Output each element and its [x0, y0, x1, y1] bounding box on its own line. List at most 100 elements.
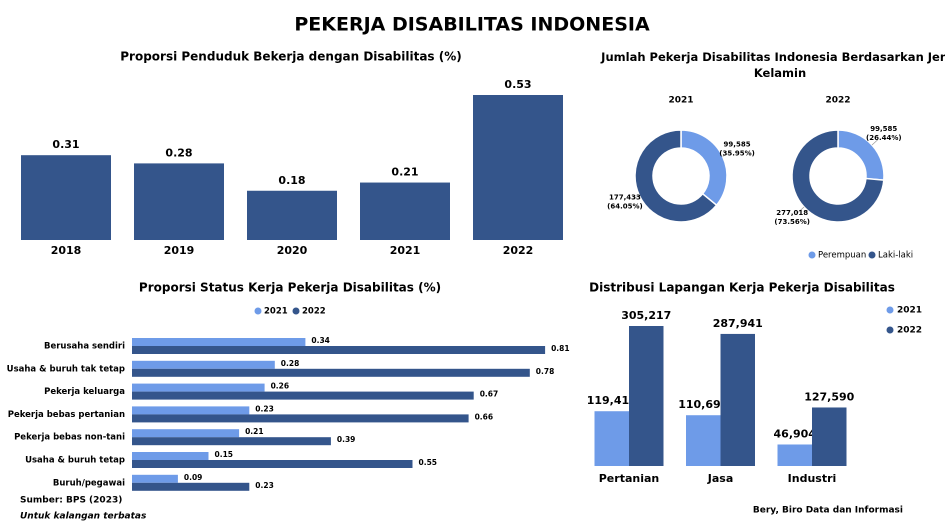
- x-tick-label: Pertanian: [599, 472, 659, 485]
- value-label: 0.18: [278, 174, 305, 187]
- value-label: 305,217: [621, 309, 671, 322]
- y-tick-label: Pekerja keluarga: [44, 387, 125, 397]
- chart-title: Distribusi Lapangan Kerja Pekerja Disabi…: [589, 281, 895, 295]
- value-label: 287,941: [713, 317, 763, 330]
- value-label: 46,904: [774, 427, 817, 440]
- bar: [134, 163, 224, 240]
- legend-swatch: [886, 326, 894, 334]
- legend-swatch: [292, 307, 300, 315]
- legend-label: Perempuan: [818, 251, 866, 261]
- value-label: 0.26: [271, 382, 290, 391]
- value-label: 0.28: [281, 359, 300, 368]
- value-label: 0.15: [215, 450, 234, 459]
- legend-swatch: [886, 306, 894, 314]
- bar: [720, 333, 755, 466]
- x-tick-label: 2022: [503, 244, 534, 257]
- legend-swatch: [808, 251, 816, 259]
- value-label: 119,416: [587, 394, 637, 407]
- legend-swatch: [254, 307, 262, 315]
- bar: [686, 415, 721, 466]
- slice-percent: (64.05%): [607, 202, 643, 210]
- legend-label: 2021: [264, 307, 288, 317]
- slice-percent: (26.44%): [866, 134, 902, 142]
- main-title: PEKERJA DISABILITAS INDONESIA: [294, 14, 650, 36]
- note: Untuk kalangan terbatas: [20, 512, 147, 522]
- leader-line: [797, 206, 805, 213]
- y-tick-label: Buruh/pegawai: [53, 478, 125, 488]
- x-tick-label: 2021: [390, 244, 421, 257]
- legend-label: 2021: [897, 306, 922, 316]
- slice-label: 277,018: [776, 209, 808, 217]
- bar: [132, 383, 265, 392]
- leader-line: [871, 139, 879, 146]
- value-label: 0.39: [337, 435, 356, 444]
- bar: [132, 338, 306, 346]
- bar: [777, 444, 812, 466]
- donut-slice: [791, 129, 885, 223]
- x-tick-label: Industri: [788, 472, 837, 485]
- y-tick-label: Usaha & buruh tak tetap: [7, 364, 125, 374]
- value-label: 0.21: [245, 427, 264, 436]
- bar: [132, 429, 240, 438]
- donut-slice: [680, 129, 728, 207]
- x-tick-label: 2019: [164, 244, 195, 257]
- value-label: 0.55: [419, 458, 438, 467]
- donut-slice: [634, 129, 718, 223]
- bar: [132, 360, 275, 369]
- bar: [132, 482, 250, 491]
- legend-label: 2022: [302, 307, 326, 317]
- slice-percent: (35.95%): [719, 150, 755, 158]
- leader-line: [632, 195, 640, 200]
- y-tick-label: Berusaha sendiri: [44, 342, 125, 352]
- bar: [132, 474, 178, 483]
- bar: [812, 407, 847, 466]
- legend-label: 2022: [897, 326, 922, 336]
- bar: [360, 182, 450, 240]
- value-label: 0.23: [255, 404, 274, 413]
- slice-label: 99,585: [870, 125, 897, 133]
- chart-title: Jumlah Pekerja Disabilitas Indonesia Ber…: [600, 50, 945, 80]
- bar: [21, 155, 111, 240]
- bar: [132, 414, 469, 423]
- slice-percent: (73.56%): [774, 218, 810, 226]
- leader-line: [722, 152, 730, 157]
- value-label: 0.67: [480, 390, 499, 399]
- bar: [594, 411, 629, 466]
- x-tick-label: 2020: [277, 244, 308, 257]
- bar: [247, 190, 337, 240]
- value-label: 0.78: [536, 367, 555, 376]
- pie-year: 2021: [668, 96, 693, 106]
- bar: [132, 460, 413, 468]
- bar: [132, 437, 331, 446]
- x-tick-label: 2018: [51, 244, 82, 257]
- x-tick-label: Jasa: [707, 472, 734, 485]
- chart-title: Proporsi Status Kerja Pekerja Disabilita…: [139, 281, 441, 295]
- value-label: 0.09: [184, 473, 203, 482]
- bar: [473, 95, 563, 240]
- bar: [132, 406, 250, 415]
- y-tick-label: Pekerja bebas non-tani: [14, 433, 125, 443]
- source: Sumber: BPS (2023): [20, 496, 122, 506]
- y-tick-label: Pekerja bebas pertanian: [8, 410, 125, 420]
- value-label: 0.34: [311, 336, 330, 345]
- slice-label: 99,585: [724, 141, 751, 149]
- value-label: 0.23: [255, 481, 274, 490]
- value-label: 0.21: [391, 166, 418, 179]
- value-label: 0.66: [475, 412, 494, 421]
- value-label: 0.28: [165, 146, 192, 159]
- chart-title: Proporsi Penduduk Bekerja dengan Disabil…: [120, 50, 462, 64]
- legend-label: Laki-laki: [878, 251, 913, 261]
- bar: [132, 346, 546, 354]
- bar: [132, 368, 530, 377]
- value-label: 0.31: [52, 138, 79, 151]
- pie-year: 2022: [825, 96, 850, 106]
- value-label: 0.53: [504, 78, 531, 91]
- bar: [132, 452, 209, 460]
- slice-label: 177,433: [609, 193, 641, 201]
- bar: [132, 391, 474, 400]
- value-label: 127,590: [804, 390, 854, 403]
- legend-swatch: [868, 251, 876, 259]
- bar: [629, 326, 664, 466]
